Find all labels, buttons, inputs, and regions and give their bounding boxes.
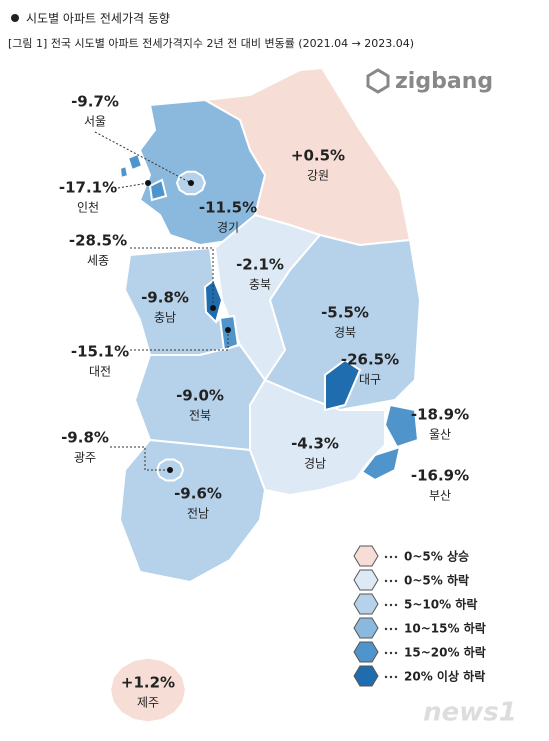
region-name: 제주 (137, 696, 159, 710)
region-name: 부산 (429, 489, 451, 503)
legend-dot (389, 627, 393, 631)
title: 시도별 아파트 전세가격 동향 (26, 12, 170, 26)
region-value: -2.1% (236, 256, 284, 274)
brand-icon (366, 68, 390, 94)
region-shape (118, 164, 130, 180)
region-value: -5.5% (321, 304, 369, 322)
legend-label: 20% 이상 하락 (404, 669, 485, 684)
legend-dot (384, 651, 388, 655)
region-name: 대구 (359, 373, 381, 387)
region-shape (383, 403, 420, 449)
region-name: 강원 (307, 169, 329, 183)
legend-swatch (353, 665, 379, 687)
region-value: -17.1% (59, 179, 117, 197)
legend-dot (384, 675, 388, 679)
legend-dot (384, 555, 388, 559)
region-value: -4.3% (291, 435, 339, 453)
region-shape (218, 314, 240, 352)
legend: 0~5% 상승 0~5% 하락 5~10% 하락 10~15% 하락 15~20% 하락… (353, 545, 486, 687)
legend-dot (384, 627, 388, 631)
legend-swatch (353, 641, 379, 663)
region-value: -9.0% (176, 387, 224, 405)
legend-dot (389, 579, 393, 583)
legend-label: 0~5% 상승 (404, 549, 469, 564)
region-name: 경남 (304, 457, 326, 471)
region-name: 울산 (429, 428, 451, 442)
legend-dot (394, 675, 398, 679)
legend-swatch (353, 545, 379, 567)
region-value: -9.8% (61, 429, 109, 447)
legend-dot (384, 603, 388, 607)
legend-dot (394, 579, 398, 583)
legend-dot (394, 603, 398, 607)
leader-line (130, 330, 229, 351)
region-name: 충북 (249, 278, 271, 292)
region-value: -16.9% (411, 467, 469, 485)
legend-dot (389, 555, 393, 559)
legend-dot (384, 579, 388, 583)
region-shape (324, 358, 362, 412)
region-name: 경기 (217, 221, 239, 235)
legend-label: 0~5% 하락 (404, 573, 469, 588)
region-value: -15.1% (71, 343, 129, 361)
legend-label: 5~10% 하락 (404, 597, 477, 612)
region-dot (167, 467, 173, 473)
region-name: 전북 (189, 409, 211, 423)
legend-label: 10~15% 하락 (404, 621, 486, 636)
watermark: news1 (423, 698, 517, 728)
region-name: 전남 (187, 507, 209, 521)
region-shape (108, 656, 188, 724)
region-name: 서울 (84, 115, 106, 129)
region-shape (148, 178, 168, 202)
region-value: -9.6% (174, 485, 222, 503)
region-value: -11.5% (199, 199, 257, 217)
legend-dot (389, 603, 393, 607)
region-shape (138, 98, 267, 247)
region-shape (360, 445, 402, 482)
brand-logo: zigbang (366, 68, 493, 94)
legend-swatch (353, 593, 379, 615)
legend-dot (389, 675, 393, 679)
legend-swatch (353, 617, 379, 639)
region-name: 대전 (89, 365, 111, 379)
bullet (11, 14, 19, 22)
labels: -9.7% 서울 -17.1% 인천 -11.5% 경기 +0.5% 강원 -28.5% 세종 -2… (59, 93, 469, 710)
region-name: 광주 (74, 451, 96, 465)
legend-swatch (353, 569, 379, 591)
region-name: 경북 (334, 326, 356, 340)
legend-label: 15~20% 하락 (404, 645, 486, 660)
legend-dot (394, 651, 398, 655)
region-value: -28.5% (69, 232, 127, 250)
region-name: 충남 (154, 311, 176, 325)
region-dot (210, 305, 216, 311)
legend-dot (389, 651, 393, 655)
brand-text: zigbang (395, 69, 493, 94)
leader-line (117, 182, 149, 189)
legend-dot (394, 627, 398, 631)
region-name: 인천 (77, 200, 99, 215)
region-value: +0.5% (291, 147, 345, 165)
region-dot (188, 180, 194, 186)
leader-line (110, 446, 170, 471)
caption: [그림 1] 전국 시도별 아파트 전세가격지수 2년 전 대비 변동률 (20… (8, 37, 414, 50)
region-value: +1.2% (121, 674, 175, 692)
region-dot (225, 327, 231, 333)
region-value: -26.5% (341, 351, 399, 369)
region-value: -9.7% (71, 93, 119, 111)
region-name: 세종 (87, 254, 109, 268)
region-dot (145, 180, 151, 186)
region-value: -18.9% (411, 406, 469, 424)
legend-dot (394, 555, 398, 559)
map (108, 66, 422, 724)
region-value: -9.8% (141, 289, 189, 307)
region-shape (126, 152, 144, 172)
region-shape (118, 438, 267, 584)
